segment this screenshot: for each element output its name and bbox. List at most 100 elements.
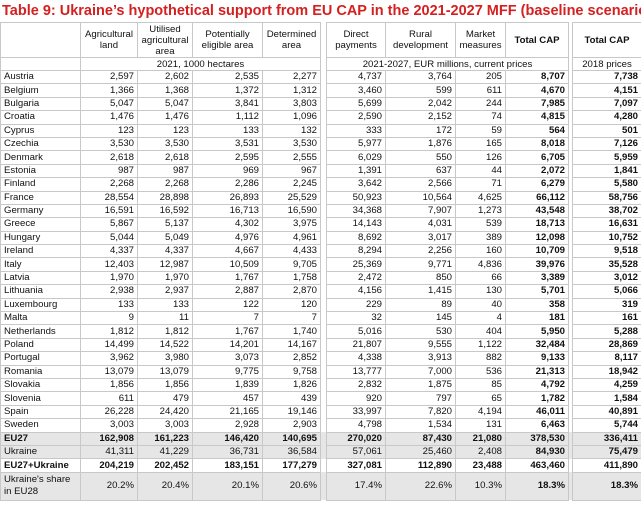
data-row: Spain 26,228 24,420 21,165 19,146 33,997 7,820… <box>0 404 641 420</box>
value-cell: 12,403 <box>80 257 138 272</box>
data-row: Sweden 3,003 3,003 2,928 2,903 4,798 1,534 131 6… <box>0 418 641 433</box>
value-cell: 40 <box>455 297 506 313</box>
row-label: Hungary <box>0 230 81 246</box>
value-cell: 26,893 <box>192 190 263 205</box>
value-cell: 5,047 <box>137 96 193 112</box>
value-cell: 4,031 <box>385 217 456 232</box>
data-row: Hungary 5,044 5,049 4,976 4,961 8,692 3,017 389… <box>0 230 641 246</box>
value-cell: 3,389 <box>505 270 569 286</box>
value-cell: 3,012 <box>572 270 641 286</box>
value-cell: 14,522 <box>137 337 193 353</box>
row-label: EU27+Ukraine <box>0 458 81 473</box>
value-cell: 123 <box>137 123 193 138</box>
value-cell: 40,891 <box>572 404 641 420</box>
value-cell: 13,079 <box>80 364 138 379</box>
value-cell: 7,126 <box>572 136 641 152</box>
value-cell: 12,098 <box>505 230 569 246</box>
subheader-cell: 2018 prices <box>572 57 641 71</box>
value-cell: 1,767 <box>192 270 263 286</box>
value-cell: 131 <box>455 418 506 433</box>
value-cell: 3,764 <box>385 69 456 85</box>
row-label: Malta <box>0 311 81 326</box>
value-cell: 1,826 <box>262 377 321 393</box>
row-label: Estonia <box>0 163 81 179</box>
value-cell: 5,959 <box>572 150 641 165</box>
value-cell: 4,798 <box>326 418 386 433</box>
value-cell: 611 <box>455 83 506 98</box>
value-cell: 161 <box>572 311 641 326</box>
value-cell: 5,950 <box>505 324 569 339</box>
value-cell: 120 <box>262 297 321 313</box>
data-row: Ukraine's share in EU28 20.2% 20.4% 20.1% 20… <box>0 471 641 501</box>
value-cell: 2,072 <box>505 163 569 179</box>
value-cell: 4,815 <box>505 110 569 125</box>
row-label: Bulgaria <box>0 96 81 112</box>
value-cell: 20.1% <box>192 471 263 501</box>
value-cell: 967 <box>262 163 321 179</box>
data-row: EU27+Ukraine 204,219 202,452 183,151 177,279… <box>0 458 641 473</box>
header-cell: Market measures <box>455 22 506 58</box>
value-cell: 25,369 <box>326 257 386 272</box>
value-cell: 71 <box>455 177 506 192</box>
data-row: Denmark 2,618 2,618 2,595 2,555 6,029 550 126 6,… <box>0 150 641 165</box>
value-cell: 123 <box>80 123 138 138</box>
value-cell: 36,731 <box>192 444 263 460</box>
value-cell: 6,463 <box>505 418 569 433</box>
value-cell: 4,961 <box>262 230 321 246</box>
value-cell: 270,020 <box>326 431 386 446</box>
value-cell: 5,066 <box>572 284 641 299</box>
value-cell: 4,737 <box>326 69 386 85</box>
value-cell: 32,484 <box>505 337 569 353</box>
row-label: Latvia <box>0 270 81 286</box>
value-cell: 611 <box>80 391 138 406</box>
data-row: Finland 2,268 2,268 2,286 2,245 3,642 2,566 71 6… <box>0 177 641 192</box>
value-cell: 39,976 <box>505 257 569 272</box>
value-cell: 3,642 <box>326 177 386 192</box>
value-cell: 1,415 <box>385 284 456 299</box>
value-cell: 8,692 <box>326 230 386 246</box>
data-row: Belgium 1,366 1,368 1,372 1,312 3,460 599 611 4,… <box>0 83 641 98</box>
value-cell: 439 <box>262 391 321 406</box>
value-cell: 1,476 <box>137 110 193 125</box>
value-cell: 2,042 <box>385 96 456 112</box>
value-cell: 2,887 <box>192 284 263 299</box>
value-cell: 987 <box>80 163 138 179</box>
value-cell: 4,280 <box>572 110 641 125</box>
value-cell: 146,420 <box>192 431 263 446</box>
value-cell: 1,839 <box>192 377 263 393</box>
row-label: Denmark <box>0 150 81 165</box>
value-cell: 57,061 <box>326 444 386 460</box>
row-label: Sweden <box>0 418 81 433</box>
value-cell: 8,018 <box>505 136 569 152</box>
value-cell: 5,699 <box>326 96 386 112</box>
value-cell: 122 <box>192 297 263 313</box>
value-cell: 66 <box>455 270 506 286</box>
value-cell: 183,151 <box>192 458 263 473</box>
value-cell: 389 <box>455 230 506 246</box>
value-cell: 145 <box>385 311 456 326</box>
value-cell: 133 <box>137 297 193 313</box>
value-cell: 205 <box>455 69 506 85</box>
value-cell: 4,433 <box>262 244 321 259</box>
value-cell: 9,133 <box>505 351 569 366</box>
value-cell: 181 <box>505 311 569 326</box>
value-cell: 2,590 <box>326 110 386 125</box>
value-cell: 850 <box>385 270 456 286</box>
value-cell: 5,977 <box>326 136 386 152</box>
value-cell: 3,017 <box>385 230 456 246</box>
value-cell: 4,338 <box>326 351 386 366</box>
row-label: Ukraine's share in EU28 <box>0 471 81 501</box>
value-cell: 244 <box>455 96 506 112</box>
value-cell: 2,152 <box>385 110 456 125</box>
value-cell: 20.6% <box>262 471 321 501</box>
value-cell: 172 <box>385 123 456 138</box>
value-cell: 19,146 <box>262 404 321 420</box>
value-cell: 7,820 <box>385 404 456 420</box>
row-label: Germany <box>0 203 81 219</box>
header-cell <box>0 22 81 58</box>
value-cell: 133 <box>80 297 138 313</box>
row-label: France <box>0 190 81 205</box>
value-cell: 3,531 <box>192 136 263 152</box>
value-cell: 479 <box>137 391 193 406</box>
value-cell: 336,411 <box>572 431 641 446</box>
